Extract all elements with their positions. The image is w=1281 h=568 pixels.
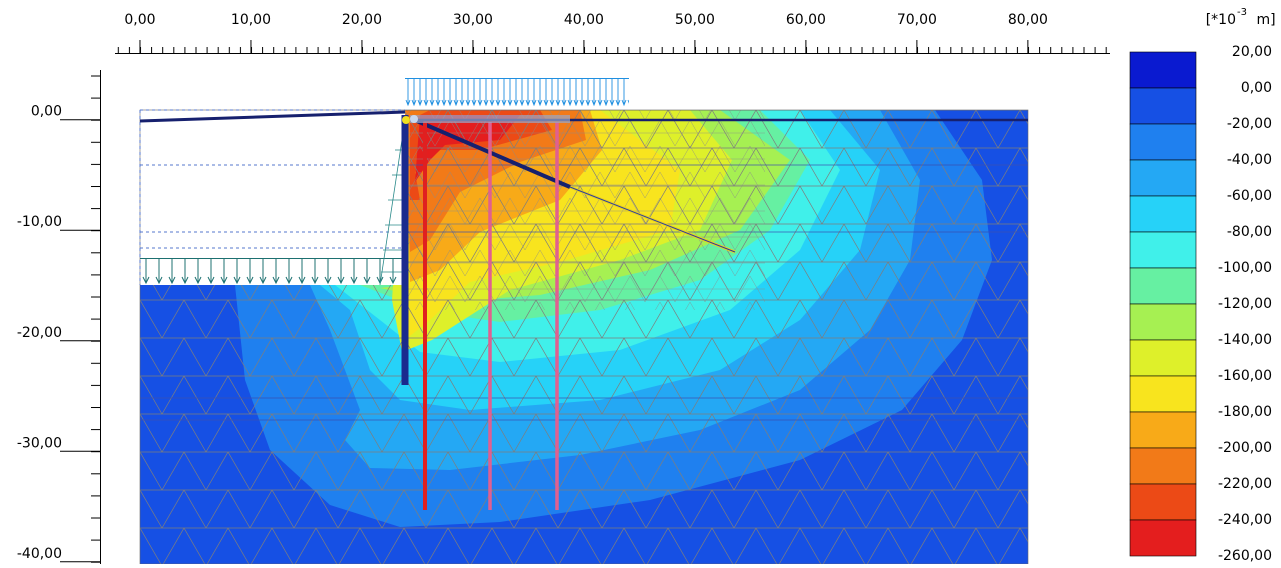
surface-load bbox=[405, 78, 629, 108]
plot-window: [*10 -3 m] 0,00 10,00 20,00 30,00 40,00 50,00… bbox=[0, 0, 1281, 564]
x-tick-label: 0,00 bbox=[124, 12, 155, 28]
colorbar-band bbox=[1130, 160, 1196, 196]
x-tick-label: 70,00 bbox=[897, 12, 937, 28]
colorbar-band bbox=[1130, 304, 1196, 340]
contour-field bbox=[140, 100, 1030, 564]
colorbar-band bbox=[1130, 268, 1196, 304]
colorbar-label: -80,00 bbox=[1227, 224, 1272, 240]
x-tick-label: 10,00 bbox=[231, 12, 271, 28]
colorbar-band bbox=[1130, 232, 1196, 268]
colorbar-label: -140,00 bbox=[1218, 332, 1272, 348]
colorbar-band bbox=[1130, 88, 1196, 124]
colorbar-label: -60,00 bbox=[1227, 188, 1272, 204]
colorbar-band bbox=[1130, 520, 1196, 556]
x-tick-label: 40,00 bbox=[564, 12, 604, 28]
colorbar-label: -40,00 bbox=[1227, 152, 1272, 168]
y-ruler-minor-ticks bbox=[88, 70, 101, 564]
colorbar-band bbox=[1130, 376, 1196, 412]
colorbar-unit-suffix: m] bbox=[1252, 12, 1276, 28]
colorbar-band bbox=[1130, 484, 1196, 520]
excavation-load bbox=[140, 258, 402, 286]
x-ruler-minor-ticks bbox=[115, 47, 1110, 54]
colorbar-unit-exponent: -3 bbox=[1237, 7, 1247, 18]
colorbar-label: -240,00 bbox=[1218, 512, 1272, 528]
colorbar-band bbox=[1130, 412, 1196, 448]
colorbar-label: -160,00 bbox=[1218, 368, 1272, 384]
colorbar-label: 20,00 bbox=[1232, 44, 1272, 60]
colorbar-band bbox=[1130, 196, 1196, 232]
colorbar-band bbox=[1130, 52, 1196, 88]
x-tick-label: 60,00 bbox=[786, 12, 826, 28]
colorbar-band bbox=[1130, 340, 1196, 376]
colorbar-label: -200,00 bbox=[1218, 440, 1272, 456]
colorbar-unit: [*10 bbox=[1206, 12, 1236, 28]
colorbar-label: -20,00 bbox=[1227, 116, 1272, 132]
colorbar-label: -260,00 bbox=[1218, 548, 1272, 564]
y-tick-label: -40,00 bbox=[17, 546, 62, 562]
colorbar-band bbox=[1130, 448, 1196, 484]
x-tick-label: 80,00 bbox=[1008, 12, 1048, 28]
colorbar-label: -180,00 bbox=[1218, 404, 1272, 420]
colorbar-label: 0,00 bbox=[1241, 80, 1272, 96]
colorbar-band bbox=[1130, 124, 1196, 160]
y-tick-label: -20,00 bbox=[17, 325, 62, 341]
x-tick-label: 20,00 bbox=[342, 12, 382, 28]
y-tick-label: -10,00 bbox=[17, 214, 62, 230]
colorbar-label: -220,00 bbox=[1218, 476, 1272, 492]
x-tick-label: 50,00 bbox=[675, 12, 715, 28]
y-tick-label: -30,00 bbox=[17, 435, 62, 451]
y-tick-label: 0,00 bbox=[31, 104, 62, 120]
colorbar-label: -120,00 bbox=[1218, 296, 1272, 312]
colorbar-label: -100,00 bbox=[1218, 260, 1272, 276]
x-tick-label: 30,00 bbox=[453, 12, 493, 28]
